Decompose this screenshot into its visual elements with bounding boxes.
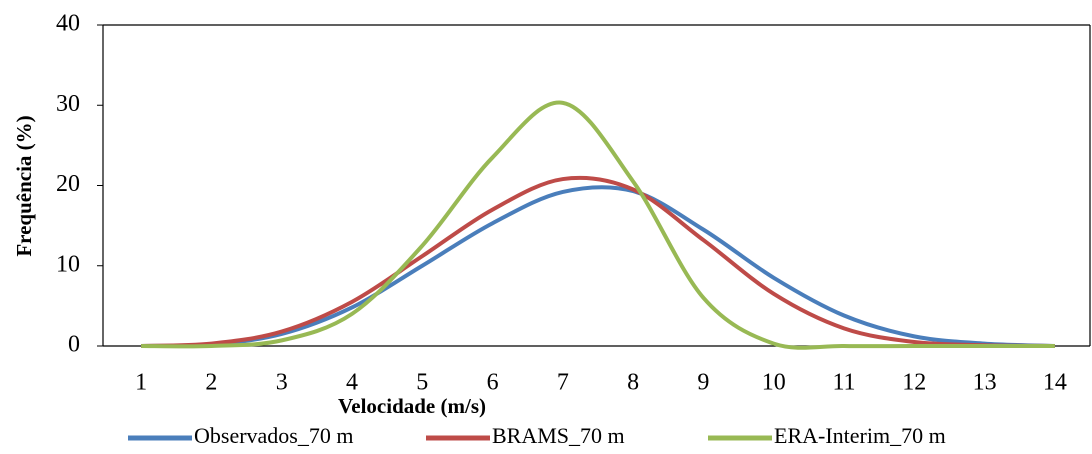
- y-tick-label: 20: [56, 171, 80, 197]
- x-axis-title: Velocidade (m/s): [338, 394, 486, 418]
- x-tick-label: 4: [346, 370, 358, 396]
- y-tick-label: 0: [68, 332, 80, 358]
- x-tick-label: 10: [762, 370, 786, 396]
- y-axis-title: Frequência (%): [12, 115, 36, 256]
- x-tick-label: 5: [416, 370, 428, 396]
- legend-label: ERA-Interim_70 m: [774, 423, 946, 448]
- x-tick-label: 12: [902, 370, 926, 396]
- x-tick-label: 9: [697, 370, 709, 396]
- line-series: [141, 185, 1055, 348]
- x-tick-label: 11: [832, 370, 855, 396]
- y-tick-label: 30: [56, 91, 80, 117]
- x-tick-label: 3: [276, 370, 288, 396]
- y-tick-label: 40: [56, 11, 80, 37]
- legend-label: BRAMS_70 m: [492, 423, 625, 448]
- x-tick-label: 8: [627, 370, 639, 396]
- x-tick-label: 7: [557, 370, 569, 396]
- line-series: [141, 100, 1055, 350]
- x-tick-label: 14: [1043, 370, 1067, 396]
- x-tick-label: 1: [135, 370, 147, 396]
- x-tick-label: 2: [205, 370, 217, 396]
- x-tick-label: 6: [487, 370, 499, 396]
- line-series: [141, 175, 1055, 348]
- legend-label: Observados_70 m: [194, 423, 353, 448]
- x-tick-label: 13: [973, 370, 997, 396]
- y-tick-label: 10: [56, 251, 80, 277]
